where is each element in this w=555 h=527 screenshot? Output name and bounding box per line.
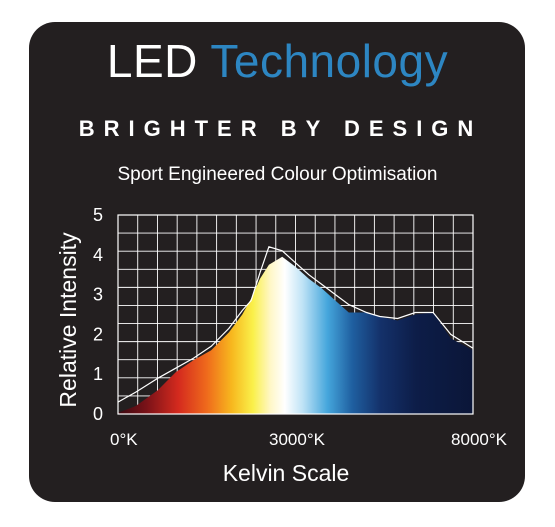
x-tick-label: 0°K [110,430,138,449]
y-axis-label: Relative Intensity [55,232,81,408]
y-tick-label: 2 [93,324,103,344]
x-tick-label: 3000°K [269,430,326,449]
y-tick-label: 1 [93,364,103,384]
x-tick-label: 8000°K [451,430,508,449]
subtitle: Sport Engineered Colour Optimisation [117,164,438,185]
y-tick-label: 5 [93,205,103,225]
tagline: BRIGHTER BY DESIGN [78,116,483,141]
title-word-technology: Technology [210,35,449,87]
intensity-line [117,246,474,403]
page-title: LED Technology [0,38,555,84]
y-tick-label: 0 [93,404,103,424]
y-tick-label: 3 [93,285,103,305]
plot-frame [117,214,474,415]
y-tick-label: 4 [93,245,103,265]
x-axis-label: Kelvin Scale [223,460,350,486]
title-word-led: LED [106,35,198,87]
spectrum-area [118,256,473,414]
